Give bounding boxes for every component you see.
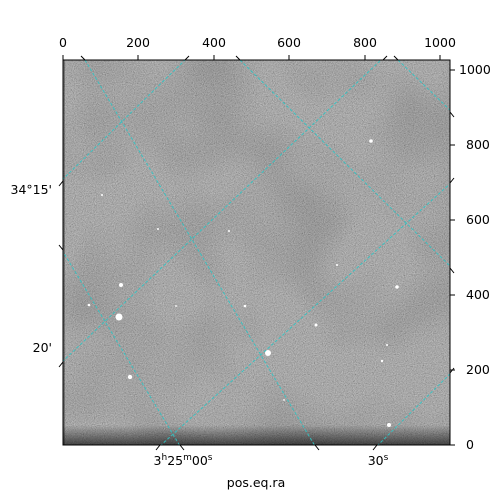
top-tick-label: 400 [202, 35, 226, 50]
ra-label: 3h25m00s [154, 453, 213, 468]
right-tick-label: 400 [466, 287, 490, 302]
star [369, 139, 373, 143]
star [314, 323, 318, 327]
top-ticks [62, 55, 441, 60]
grid-line [63, 250, 180, 445]
star [115, 313, 123, 321]
right-tick-label: 0 [466, 437, 474, 452]
star [283, 399, 285, 401]
x-axis-label: pos.eq.ra [227, 475, 285, 490]
top-tick-label: 1000 [424, 35, 456, 50]
top-tick-label: 200 [126, 35, 150, 50]
right-ticks [450, 69, 455, 446]
star [387, 423, 391, 427]
star [87, 303, 91, 307]
coordinate-grid [63, 60, 450, 445]
star [386, 344, 388, 346]
star [175, 305, 177, 307]
star [243, 304, 247, 308]
star [395, 285, 399, 289]
top-tick-label: 0 [59, 35, 67, 50]
ra-label: 30s [368, 453, 389, 468]
top-tick-label: 800 [353, 35, 377, 50]
sky-image [63, 60, 450, 445]
star [228, 230, 230, 232]
axes-frame [62, 59, 451, 446]
right-tick-label: 200 [466, 362, 490, 377]
star [127, 374, 133, 380]
wcs-ticks [58, 55, 455, 451]
grid-line [397, 60, 450, 111]
stars [87, 139, 399, 427]
grid-line [239, 60, 450, 267]
dec-label: 20' [33, 340, 52, 355]
star [265, 350, 271, 356]
right-tick-label: 1000 [459, 62, 491, 77]
star [119, 283, 123, 287]
star [336, 264, 338, 266]
right-tick-label: 600 [466, 212, 490, 227]
star [380, 359, 384, 363]
grid-line [160, 183, 450, 445]
star [157, 228, 159, 230]
grid-line [63, 60, 186, 180]
grid-line [63, 60, 382, 362]
dec-label: 34°15' [11, 182, 53, 197]
top-tick-label: 600 [277, 35, 301, 50]
star [101, 194, 103, 196]
right-tick-label: 800 [466, 137, 490, 152]
grid-line [377, 373, 450, 445]
